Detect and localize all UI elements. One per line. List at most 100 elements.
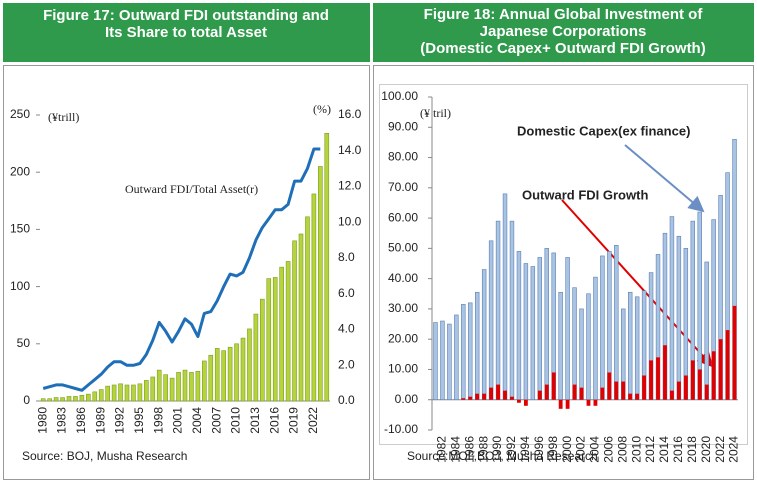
y-tick-label: 60.00 — [388, 210, 418, 224]
y2-tick-label: 10.0 — [338, 214, 362, 228]
bar — [725, 330, 730, 400]
bar — [189, 372, 194, 402]
annotation: Domestic Capex(ex finance) — [517, 123, 690, 138]
chart-title: Figure 18: Annual Global Investment of — [424, 6, 704, 23]
bar — [628, 393, 633, 400]
bar — [600, 387, 605, 400]
bar — [66, 396, 72, 402]
bar — [311, 193, 317, 402]
x-tick-label: 1984 — [449, 436, 463, 463]
bar — [260, 298, 265, 402]
bar — [169, 377, 175, 402]
bar — [318, 166, 323, 402]
plot-frame — [379, 84, 748, 445]
y2-tick-label: 6.0 — [338, 286, 355, 300]
x-tick-label: 1998 — [546, 436, 560, 463]
bar — [649, 360, 653, 400]
bar — [98, 389, 104, 402]
x-tick-label: 2004 — [588, 436, 602, 463]
bar — [607, 372, 612, 400]
bar — [481, 269, 487, 401]
bar — [663, 345, 667, 400]
bar — [732, 305, 737, 400]
bar — [523, 399, 528, 406]
panel-right — [373, 65, 754, 480]
arrow — [624, 144, 705, 213]
bar — [537, 390, 542, 400]
bar — [40, 398, 46, 402]
x-tick-label: 2024 — [727, 436, 741, 463]
bar — [732, 139, 737, 401]
bar — [502, 193, 508, 401]
y-tick-label: 200 — [10, 164, 30, 178]
bar — [530, 266, 536, 401]
x-tick-label: 2002 — [574, 436, 588, 463]
y-tick-label: 0 — [23, 393, 30, 407]
x-tick-label: 1995 — [132, 407, 146, 434]
bar — [440, 320, 445, 401]
bar — [227, 346, 233, 402]
bar — [124, 384, 130, 402]
x-tick-label: 2018 — [685, 436, 699, 463]
bar — [182, 369, 188, 402]
x-tick-label: 2000 — [560, 436, 574, 463]
y-tick-label: 30.00 — [388, 301, 418, 315]
y-tick-label: 150 — [10, 222, 30, 236]
y-tick-label: 250 — [10, 107, 30, 121]
y-tick-label: 100.00 — [381, 89, 418, 103]
bar — [565, 399, 570, 409]
bar — [600, 255, 605, 401]
bar — [586, 399, 591, 406]
bar — [509, 220, 515, 401]
x-tick-label: 2008 — [615, 436, 629, 463]
bar — [510, 396, 514, 400]
x-tick-label: 2019 — [287, 407, 301, 434]
x-tick-label: 1994 — [518, 436, 532, 463]
x-tick-label: 2014 — [657, 436, 671, 463]
bar — [607, 251, 612, 401]
header-left — [3, 3, 370, 62]
bar — [468, 396, 473, 400]
x-tick-label: 1992 — [504, 436, 518, 463]
chart-title: Its Share to total Asset — [105, 24, 267, 41]
bar — [305, 216, 310, 402]
y-tick-label: -10.00 — [384, 422, 418, 436]
bar — [447, 323, 452, 401]
x-tick-label: 1988 — [476, 436, 490, 463]
chart-title: Figure 17: Outward FDI outstanding and — [43, 7, 329, 24]
bar — [208, 354, 214, 402]
bar — [53, 397, 59, 402]
bar — [495, 220, 501, 401]
x-tick-label: 2001 — [171, 407, 185, 434]
bar — [656, 357, 660, 400]
bar — [655, 254, 661, 401]
bar — [572, 287, 577, 401]
y-tick-label: 100 — [10, 279, 30, 293]
bar — [475, 393, 480, 400]
x-tick-label: 2016 — [267, 407, 281, 434]
bar — [593, 276, 598, 401]
bar — [156, 369, 162, 402]
y-tick-label: 40.00 — [388, 271, 418, 285]
y-tick-label: 20.00 — [388, 331, 418, 345]
bar — [558, 399, 563, 409]
bar — [137, 383, 143, 402]
bar — [240, 337, 246, 402]
x-tick-label: 2016 — [671, 436, 685, 463]
bar — [676, 381, 681, 400]
x-tick-label: 1986 — [74, 407, 88, 434]
bar — [676, 235, 682, 401]
bar — [621, 381, 626, 400]
bar — [266, 278, 272, 402]
bar — [579, 387, 584, 400]
bar — [247, 328, 252, 402]
header-right — [373, 3, 754, 62]
bar — [92, 391, 98, 402]
bar — [697, 369, 702, 400]
y-tick-label: 70.00 — [388, 180, 418, 194]
bar — [105, 385, 110, 402]
x-tick-label: 2010 — [629, 436, 643, 463]
bar — [718, 339, 723, 400]
chart-title: Japanese Corporations — [480, 23, 647, 40]
chart-title: (Domestic Capex+ Outward FDI Growth) — [420, 40, 705, 57]
